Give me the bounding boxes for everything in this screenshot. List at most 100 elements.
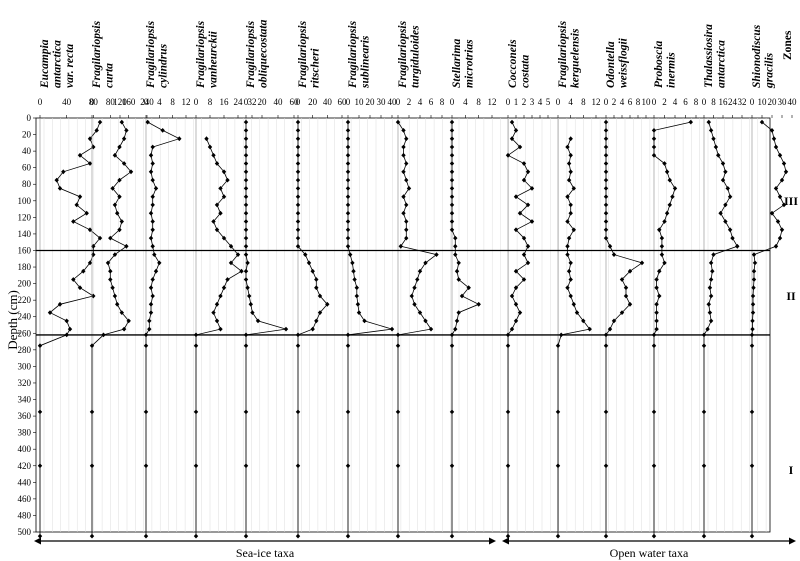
data-point xyxy=(417,268,423,274)
data-point xyxy=(74,202,79,208)
series-line xyxy=(245,122,287,537)
data-point xyxy=(115,301,120,307)
zones-title: Zones xyxy=(782,30,794,60)
data-point xyxy=(97,235,103,241)
data-point xyxy=(47,310,53,315)
x-tick-label: 0 xyxy=(702,97,707,107)
data-point xyxy=(401,152,406,158)
data-point xyxy=(449,533,455,539)
data-point xyxy=(119,219,124,224)
data-point xyxy=(112,252,118,257)
data-point xyxy=(777,152,783,158)
data-point xyxy=(147,318,152,324)
data-point xyxy=(708,318,714,324)
data-point xyxy=(61,169,66,175)
data-point xyxy=(603,119,609,125)
x-tick-label: 20 xyxy=(308,97,318,107)
data-point xyxy=(664,169,670,175)
data-point xyxy=(243,409,249,415)
arrow-head-right xyxy=(789,537,796,545)
data-point xyxy=(662,260,667,266)
panel-title: antarctica xyxy=(52,40,64,88)
data-point xyxy=(667,177,672,183)
panel-title: costata xyxy=(520,55,532,88)
data-point xyxy=(771,136,777,142)
data-point xyxy=(389,326,395,332)
data-point xyxy=(295,227,301,233)
data-point xyxy=(701,409,707,415)
panel-title: gracilis xyxy=(764,52,776,89)
data-point xyxy=(295,144,301,150)
data-point xyxy=(345,144,351,150)
data-point xyxy=(449,227,455,233)
data-point xyxy=(193,533,199,539)
data-point xyxy=(243,202,249,208)
data-point xyxy=(777,235,783,241)
data-point xyxy=(295,136,301,142)
x-tick-label: 0 xyxy=(604,97,609,107)
data-point xyxy=(711,136,716,142)
data-point xyxy=(150,243,155,249)
x-tick-label: 8 xyxy=(581,97,586,107)
data-point xyxy=(148,210,154,216)
data-point xyxy=(453,252,458,257)
data-point xyxy=(71,277,76,282)
x-tick-label: 4 xyxy=(673,97,678,107)
data-point xyxy=(449,119,455,125)
y-tick-label: 360 xyxy=(18,411,32,421)
data-point xyxy=(245,260,250,266)
data-point xyxy=(659,243,665,249)
x-tick-label: 30 xyxy=(377,97,387,107)
x-tick-label: 3 xyxy=(530,97,535,107)
panel-title: obliquecostata xyxy=(258,19,270,88)
panel-title: turgiduloides xyxy=(410,25,422,88)
data-point xyxy=(352,277,357,282)
data-point xyxy=(657,268,662,274)
data-point xyxy=(204,136,209,142)
data-point xyxy=(218,293,223,299)
panel: Fragilariopsis turgiduloides 0 2 4 6 8 xyxy=(396,20,445,539)
x-tick-label: 0 xyxy=(556,97,561,107)
y-tick-label: 260 xyxy=(18,328,32,338)
panel-title: Odontella xyxy=(605,41,617,88)
panel: Fragilariopsis kerguelensis 0 4 8 12 xyxy=(556,20,601,539)
x-tick-label: 240 xyxy=(140,97,154,107)
data-point xyxy=(121,161,127,166)
panel-title: Eucampia xyxy=(39,39,51,89)
panel-title: Fragilariopsis xyxy=(297,20,309,89)
data-point xyxy=(148,235,154,241)
panel-title: Proboscia xyxy=(653,40,665,88)
data-point xyxy=(449,177,455,183)
data-point xyxy=(603,128,609,133)
y-tick-label: 120 xyxy=(18,212,32,222)
panel-title: cylindrus xyxy=(158,43,170,88)
x-tick-label: 12 xyxy=(488,97,497,107)
data-point xyxy=(603,177,609,183)
data-point xyxy=(449,202,455,208)
data-point xyxy=(603,533,609,539)
data-point xyxy=(147,326,152,332)
data-point xyxy=(89,409,95,415)
data-point xyxy=(565,243,570,249)
x-tick-label: 0 xyxy=(450,97,455,107)
data-point xyxy=(423,318,428,324)
data-point xyxy=(623,285,629,291)
data-point xyxy=(529,186,535,191)
data-point xyxy=(525,243,531,249)
data-point xyxy=(779,227,785,233)
data-point xyxy=(505,152,511,158)
data-point xyxy=(345,227,351,233)
data-point xyxy=(87,136,93,142)
data-point xyxy=(565,252,570,257)
data-point xyxy=(112,293,118,299)
data-point xyxy=(110,285,115,291)
data-point xyxy=(672,186,678,191)
data-point xyxy=(243,219,249,224)
data-point xyxy=(218,186,223,191)
panel: Fragilariopsis sublinearis 0 10 20 30 40 xyxy=(345,20,397,539)
y-tick-label: 40 xyxy=(22,146,32,156)
data-point xyxy=(193,463,199,469)
group-label: Open water taxa xyxy=(610,546,689,560)
data-point xyxy=(250,310,255,315)
data-point xyxy=(449,144,455,150)
